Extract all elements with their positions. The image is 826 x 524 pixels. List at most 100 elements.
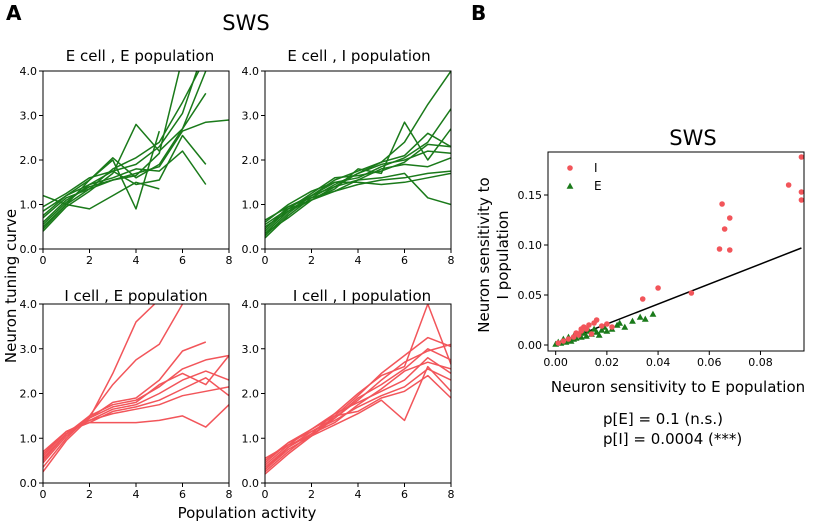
xtick-label-ii-0: 0 [262,488,269,501]
point-I-5 [575,332,582,338]
chart-ii: 0 2 4 6 8 0.0 1.0 2.0 3.0 4.0 [242,298,455,501]
chart-ie: 0 2 4 6 8 0.0 1.0 2.0 3.0 4.0 [20,298,233,501]
subplot-title-ei: E cell , I population [287,47,430,65]
subplot-title-ee: E cell , E population [66,47,214,65]
series-line-ie-5 [43,377,229,457]
series-line-ii-8 [265,361,451,471]
series-line-ie-4 [43,370,229,459]
point-I-25 [785,182,792,188]
xtick-label-ei-0: 0 [262,254,269,267]
series-line-ie-7 [43,404,229,453]
series-line-ii-6 [265,374,451,462]
xtick-label-ii-4: 8 [448,488,455,501]
panel-a-letter: A [6,1,22,25]
point-I-23 [726,247,733,253]
xtick-label-scatter-4: 0.08 [748,356,773,369]
series-line-ie-6 [43,386,229,455]
xtick-label-ie-1: 2 [86,488,93,501]
series-line-ee-3 [43,119,229,219]
point-I-24 [726,215,733,221]
series-line-ii-0 [265,336,451,475]
ytick-label-ee-0: 0.0 [20,243,38,256]
point-I-21 [719,201,725,207]
fit-line [555,247,802,345]
xtick-label-ei-1: 2 [308,254,315,267]
ytick-label-ee-1: 1.0 [20,199,38,212]
ytick-label-ii-2: 2.0 [242,388,260,401]
series-line-ie-0 [43,304,156,473]
legend-label-I: I [594,161,598,175]
subplot-title-ie: I cell , E population [64,287,207,305]
stat-e-text: p[E] = 0.1 (n.s.) [603,410,723,428]
point-I-14 [604,321,610,327]
ytick-label-ei-4: 4.0 [242,65,260,78]
xtick-label-ei-2: 4 [355,254,362,267]
series-line-ei-1 [265,108,451,237]
point-E-15 [583,332,590,339]
series-line-ie-3 [43,354,229,462]
point-E-20 [595,331,603,338]
xtick-label-ei-4: 8 [448,254,455,267]
plot-area-ie [43,304,229,473]
series-line-ie-8 [43,355,229,459]
xtick-label-ei-3: 6 [401,254,408,267]
xtick-label-ee-4: 8 [226,254,233,267]
point-I-0 [555,340,562,346]
panel-b-ylabel-line1: Neuron sensitivity to [475,177,493,332]
series-line-ei-9 [265,150,451,235]
series-line-ee-7 [43,181,160,210]
ytick-label-ie-3: 3.0 [20,343,38,356]
series-line-ee-8 [43,92,207,228]
frame-ie [42,303,230,484]
point-I-16 [578,326,585,332]
stat-i-text: p[I] = 0.0004 (***) [603,430,742,448]
ytick-label-scatter-2: 0.10 [518,239,543,252]
ytick-label-ie-4: 4.0 [20,298,38,311]
ytick-label-ee-4: 4.0 [20,65,38,78]
point-E-30 [641,315,649,322]
ytick-label-ei-3: 3.0 [242,110,260,123]
plot-area-ee [43,71,229,232]
series-line-ei-8 [265,172,451,221]
xtick-label-ie-0: 0 [40,488,47,501]
ytick-label-ii-1: 1.0 [242,432,260,445]
xtick-label-ie-3: 6 [179,488,186,501]
legend-marker-E [566,182,574,189]
ytick-label-scatter-0: 0.00 [518,339,543,352]
ytick-label-ie-2: 2.0 [20,388,38,401]
point-I-8 [583,326,590,332]
plot-area-scatter [552,154,804,347]
xtick-label-ee-2: 4 [133,254,140,267]
point-I-20 [716,246,723,252]
point-I-18 [655,285,661,291]
point-I-28 [798,197,804,203]
point-I-26 [798,154,804,160]
panel-b-letter: B [471,1,486,25]
series-line-ei-6 [265,172,451,223]
xtick-label-ii-2: 4 [355,488,362,501]
point-I-22 [721,226,728,232]
series-line-ie-2 [43,341,207,464]
plot-area-ei [265,71,451,239]
frame-scatter [547,151,805,352]
series-line-ie-1 [43,304,184,468]
point-I-1 [560,338,567,344]
xtick-label-ee-3: 6 [179,254,186,267]
panel-a-title: SWS [222,11,269,35]
chart-scatter: IE 0.00 0.02 0.04 0.06 0.08 0.00 0.05 0.10 0.15 [518,151,805,369]
chart-ei: 0 2 4 6 8 0.0 1.0 2.0 3.0 4.0 [242,65,455,267]
point-E-26 [616,319,624,326]
subplot-title-ii: I cell , I population [293,287,431,305]
point-I-13 [598,323,605,329]
series-line-ee-5 [43,130,161,212]
xtick-label-scatter-3: 0.06 [697,356,722,369]
point-I-12 [593,317,600,323]
ytick-label-ii-3: 3.0 [242,343,260,356]
point-I-15 [609,324,615,330]
ytick-label-ie-0: 0.0 [20,477,38,490]
ytick-label-ei-0: 0.0 [242,243,260,256]
legend-label-E: E [594,179,602,193]
series-line-ei-7 [265,132,451,228]
ytick-label-scatter-3: 0.15 [518,189,543,202]
